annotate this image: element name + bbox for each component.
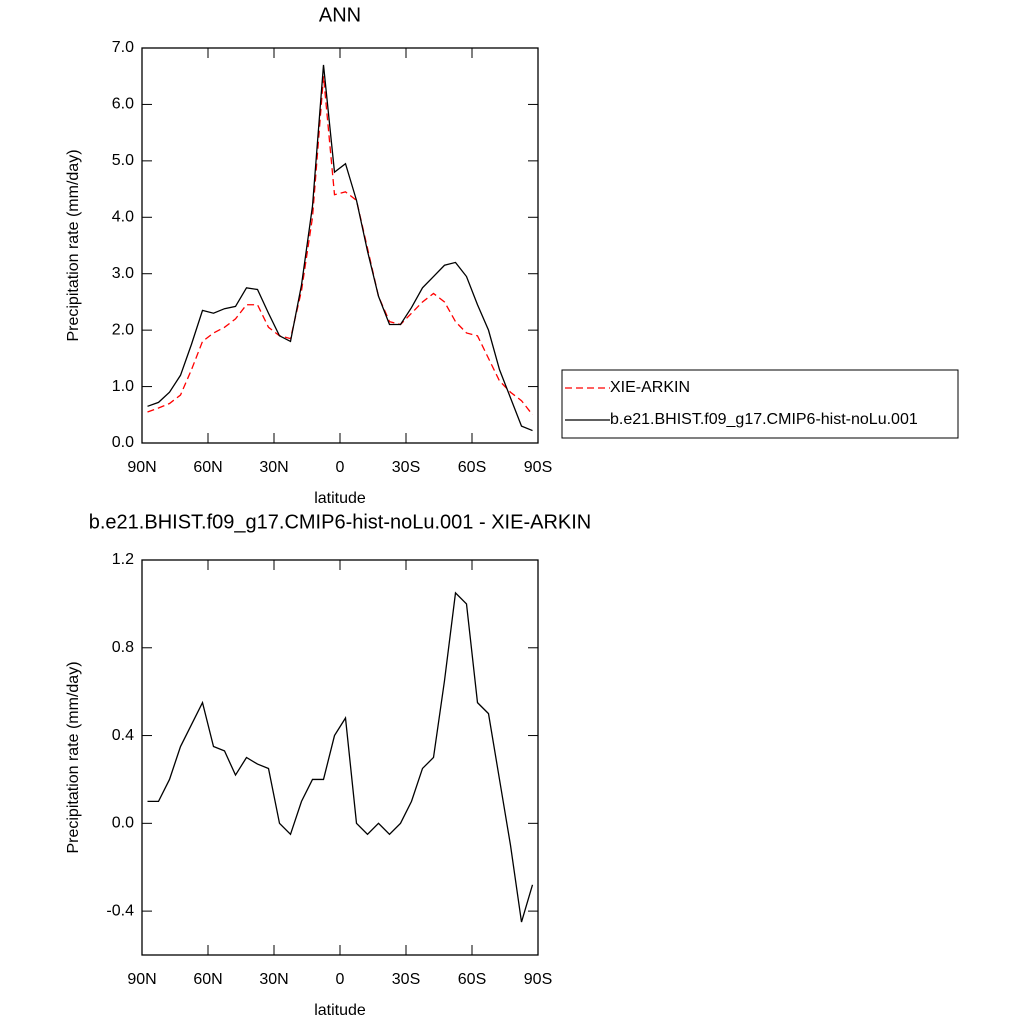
- y-tick-label: 5.0: [112, 152, 134, 169]
- x-tick-label: 60N: [193, 459, 222, 476]
- x-tick-label: 90S: [524, 971, 552, 988]
- y-tick-label: 6.0: [112, 96, 134, 113]
- plot-frame: [141, 47, 539, 444]
- x-tick-label: 90N: [127, 971, 156, 988]
- x-axis-label: latitude: [314, 1002, 366, 1019]
- legend-label: b.e21.BHIST.f09_g17.CMIP6-hist-noLu.001: [610, 411, 918, 428]
- y-axis-label: Precipitation rate (mm/day): [65, 661, 82, 853]
- y-tick-label: 0.0: [112, 434, 134, 451]
- x-tick-label: 0: [336, 459, 345, 476]
- x-tick-label: 60S: [458, 459, 486, 476]
- y-tick-label: 0.4: [112, 727, 134, 744]
- x-tick-label: 30S: [392, 459, 420, 476]
- x-tick-label: 30N: [259, 971, 288, 988]
- y-tick-label: 3.0: [112, 265, 134, 282]
- data-line: [147, 76, 534, 416]
- chart-title: b.e21.BHIST.f09_g17.CMIP6-hist-noLu.001 …: [89, 511, 591, 533]
- chart-title: ANN: [319, 4, 361, 26]
- y-tick-label: 7.0: [112, 39, 134, 56]
- data-line: [147, 591, 534, 923]
- y-tick-label: 0.8: [112, 639, 134, 656]
- y-axis-label: Precipitation rate (mm/day): [65, 149, 82, 341]
- x-tick-label: 30N: [259, 459, 288, 476]
- x-axis-label: latitude: [314, 490, 366, 507]
- y-tick-label: 1.2: [112, 551, 134, 568]
- x-tick-label: 0: [336, 971, 345, 988]
- plot-frame: [141, 559, 539, 956]
- y-tick-label: -0.4: [106, 902, 134, 919]
- legend-label: XIE-ARKIN: [610, 379, 690, 396]
- x-tick-label: 60S: [458, 971, 486, 988]
- y-tick-label: 4.0: [112, 209, 134, 226]
- legend-box: [561, 369, 959, 439]
- y-tick-label: 0.0: [112, 815, 134, 832]
- x-tick-label: 90S: [524, 459, 552, 476]
- x-tick-label: 90N: [127, 459, 156, 476]
- y-tick-label: 1.0: [112, 378, 134, 395]
- y-tick-label: 2.0: [112, 321, 134, 338]
- data-line: [147, 64, 533, 432]
- x-tick-label: 30S: [392, 971, 420, 988]
- x-tick-label: 60N: [193, 971, 222, 988]
